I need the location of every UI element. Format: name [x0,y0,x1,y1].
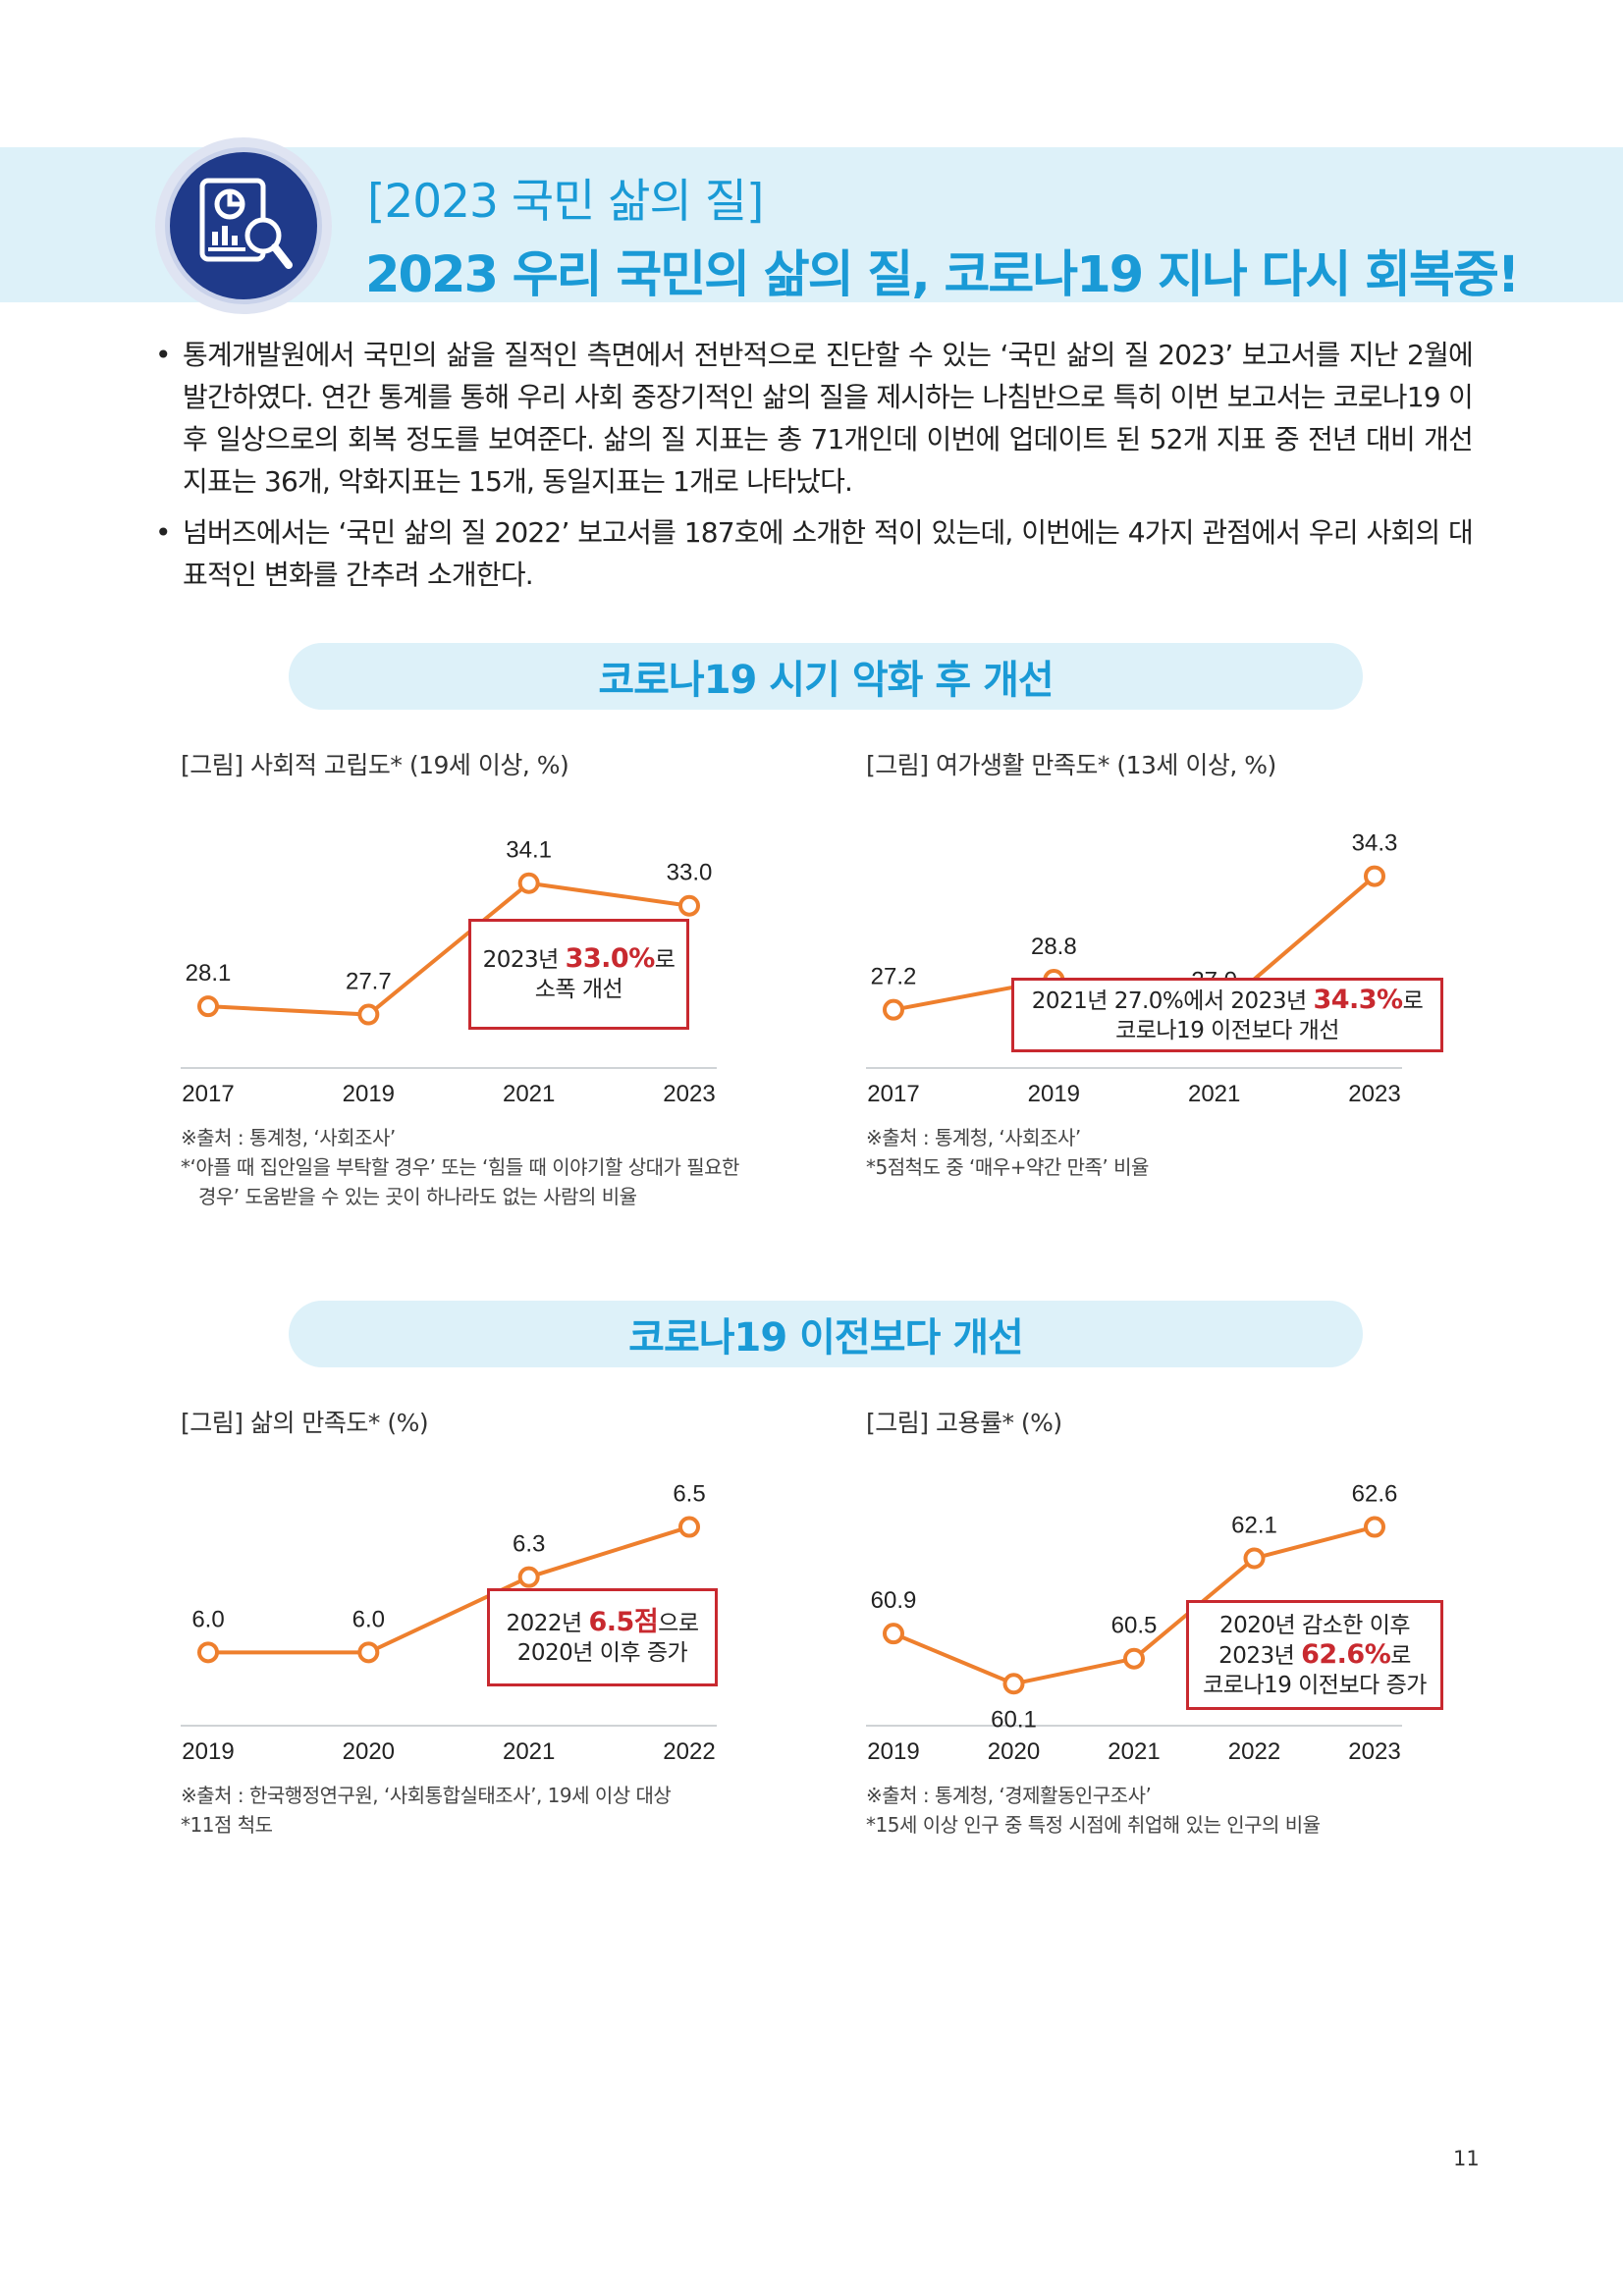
data-point [1002,1673,1025,1695]
data-label: 6.5 [673,1481,705,1508]
chart-callout: 2020년 감소한 이후 2023년 62.6%로 코로나19 이전보다 증가 [1186,1600,1443,1710]
report-magnifier-icon [199,178,293,269]
series-line [208,1524,690,1655]
section-title-1: 코로나19 시기 악화 후 개선 [289,643,1363,710]
data-point [1364,1516,1385,1538]
chart-caption: [그림] 삶의 만족도* (%) [181,1409,429,1437]
chart-callout: 2021년 27.0%에서 2023년 34.3%로 코로나19 이전보다 개선 [1011,978,1443,1052]
data-point [1123,1647,1145,1670]
x-tick-label: 2019 [343,1081,395,1107]
header-logo [155,137,332,314]
x-tick-label: 2022 [663,1738,715,1765]
chart-caption: [그림] 사회적 고립도* (19세 이상, %) [181,751,569,779]
chart-callout: 2022년 6.5점으로 2020년 이후 증가 [487,1588,718,1686]
page-number: 11 [1453,2147,1480,2170]
data-label: 6.0 [352,1606,385,1632]
data-label: 60.9 [871,1587,917,1614]
data-point [883,998,904,1021]
data-point [1243,1547,1266,1570]
employment-rate-chart: 60.9 2019 60.1 2020 60.5 2021 62.1 2022 62.6 2023 [866,1481,1402,1765]
chart-notes: ※출처 : 한국행정연구원, ‘사회통합실태조사’, 19세 이상 대상 *11… [181,1784,672,1837]
data-point [357,1003,380,1026]
data-label: 33.0 [667,860,713,886]
data-label: 34.1 [506,837,552,864]
x-tick-label: 2019 [1028,1081,1080,1107]
chart-notes: ※출처 : 통계청, ‘경제활동인구조사’ *15세 이상 인구 중 특정 시점… [866,1784,1321,1837]
chart-callout: 2023년 33.0%로 소폭 개선 [468,919,689,1030]
intro-paragraph: 통계개발원에서 국민의 삶을 질적인 측면에서 전반적으로 진단할 수 있는 ‘… [151,334,1474,503]
page-title: 2023 우리 국민의 삶의 질, 코로나19 지나 다시 회복중! [365,246,1520,304]
data-label: 60.5 [1111,1613,1158,1639]
data-label: 28.8 [1031,934,1077,960]
data-label: 27.2 [871,964,917,990]
x-tick-label: 2023 [1348,1081,1400,1107]
x-tick-label: 2023 [1348,1738,1400,1765]
data-point [1364,865,1385,887]
data-label: 27.7 [346,969,392,995]
data-point [517,1566,540,1588]
x-tick-label: 2023 [663,1081,715,1107]
data-label: 60.1 [991,1706,1037,1733]
x-tick-label: 2021 [1108,1738,1160,1765]
intro-paragraph: 넘버즈에서는 ‘국민 삶의 질 2022’ 보고서를 187호에 소개한 적이 … [151,511,1474,596]
data-point [197,1641,219,1664]
x-tick-label: 2021 [1188,1081,1240,1107]
section-title-2: 코로나19 이전보다 개선 [289,1301,1363,1367]
x-tick-label: 2019 [182,1738,234,1765]
social-isolation-chart: 28.1 2017 27.7 2019 34.1 2021 33.0 2023 [181,837,717,1107]
data-point [678,894,700,917]
data-point [678,1516,700,1538]
chart-caption: [그림] 여가생활 만족도* (13세 이상, %) [866,751,1276,779]
x-tick-label: 2020 [988,1738,1040,1765]
data-point [517,872,540,894]
x-tick-label: 2020 [343,1738,395,1765]
header-subtitle: [2023 국민 삶의 질] [367,175,764,229]
chart-caption: [그림] 고용률* (%) [866,1409,1062,1437]
x-tick-label: 2021 [503,1081,555,1107]
data-point [197,995,219,1018]
life-satisfaction-chart: 6.0 2019 6.0 2020 6.3 2021 6.5 2022 [181,1481,717,1765]
data-label: 34.3 [1352,830,1398,857]
data-label: 62.6 [1352,1481,1398,1508]
data-label: 6.3 [513,1531,545,1558]
intro-bullets: 통계개발원에서 국민의 삶을 질적인 측면에서 전반적으로 진단할 수 있는 ‘… [151,334,1474,605]
data-point [883,1623,904,1645]
data-label: 28.1 [186,960,232,987]
chart-notes: ※출처 : 통계청, ‘사회조사’ *‘아플 때 집안일을 부탁할 경우’ 또는… [181,1126,739,1208]
x-tick-label: 2022 [1228,1738,1280,1765]
series-line [207,881,690,1017]
data-label: 6.0 [191,1606,224,1632]
chart-notes: ※출처 : 통계청, ‘사회조사’ *5점척도 중 ‘매우+약간 만족’ 비율 [866,1126,1149,1179]
x-tick-label: 2017 [182,1081,234,1107]
data-label: 62.1 [1231,1513,1277,1539]
x-tick-label: 2019 [867,1738,919,1765]
x-tick-label: 2017 [867,1081,919,1107]
x-tick-label: 2021 [503,1738,555,1765]
data-point [357,1641,380,1664]
